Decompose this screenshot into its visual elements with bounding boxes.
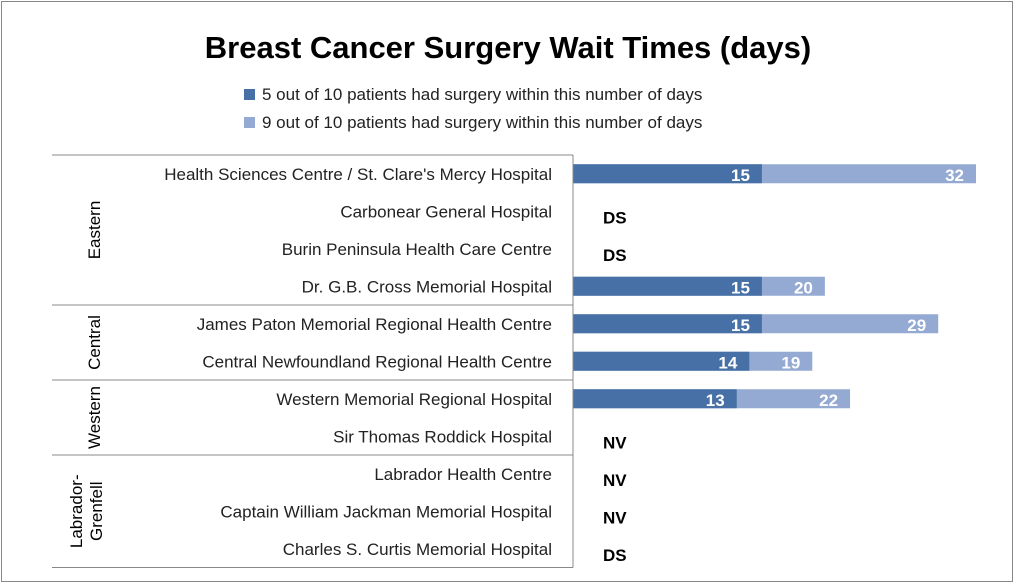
- category-label: Carbonear General Hospital: [340, 202, 552, 221]
- data-note: DS: [603, 246, 627, 265]
- legend-label-1: 9 out of 10 patients had surgery within …: [262, 113, 702, 132]
- category-label: Health Sciences Centre / St. Clare's Mer…: [164, 165, 552, 184]
- category-label: Dr. G.B. Cross Memorial Hospital: [302, 277, 552, 296]
- category-label: Sir Thomas Roddick Hospital: [333, 427, 552, 446]
- group-label: Labrador-Grenfell: [67, 474, 106, 548]
- group-label-line: Western: [85, 386, 104, 449]
- group-label: Central: [85, 315, 104, 370]
- data-label-p90: 29: [907, 316, 926, 335]
- data-label-p90: 19: [781, 353, 800, 372]
- bar-p50: [573, 164, 762, 184]
- data-note: NV: [603, 471, 627, 490]
- category-label: Burin Peninsula Health Care Centre: [282, 240, 552, 259]
- data-label-p50: 15: [731, 316, 750, 335]
- chart-title: Breast Cancer Surgery Wait Times (days): [205, 30, 811, 65]
- group-label-line: Grenfell: [87, 481, 106, 541]
- data-label-p50: 14: [718, 353, 737, 372]
- category-label: Charles S. Curtis Memorial Hospital: [283, 540, 552, 559]
- bar-p50: [573, 351, 750, 371]
- group-label: Eastern: [85, 201, 104, 260]
- data-label-p50: 13: [706, 391, 725, 410]
- category-label: James Paton Memorial Regional Health Cen…: [197, 315, 552, 334]
- data-label-p90: 22: [819, 391, 838, 410]
- data-label-p90: 32: [945, 166, 964, 185]
- data-note: NV: [603, 433, 627, 452]
- legend-swatch-1: [244, 117, 255, 128]
- data-note: DS: [603, 208, 627, 227]
- bar-p50: [573, 276, 762, 296]
- legend-swatch-0: [244, 89, 255, 100]
- category-label: Central Newfoundland Regional Health Cen…: [202, 352, 552, 371]
- group-label-line: Labrador-: [67, 474, 86, 548]
- data-label-p50: 15: [731, 166, 750, 185]
- legend-label-0: 5 out of 10 patients had surgery within …: [262, 85, 702, 104]
- bar-p50: [573, 389, 737, 409]
- data-note: NV: [603, 508, 627, 527]
- data-note: DS: [603, 546, 627, 565]
- category-label: Western Memorial Regional Hospital: [276, 390, 552, 409]
- data-label-p90: 20: [794, 278, 813, 297]
- bar-p50: [573, 314, 762, 334]
- data-label-p50: 15: [731, 278, 750, 297]
- group-label-line: Eastern: [85, 201, 104, 260]
- category-label: Captain William Jackman Memorial Hospita…: [220, 502, 552, 521]
- group-label: Western: [85, 386, 104, 449]
- group-label-line: Central: [85, 315, 104, 370]
- category-label: Labrador Health Centre: [374, 465, 552, 484]
